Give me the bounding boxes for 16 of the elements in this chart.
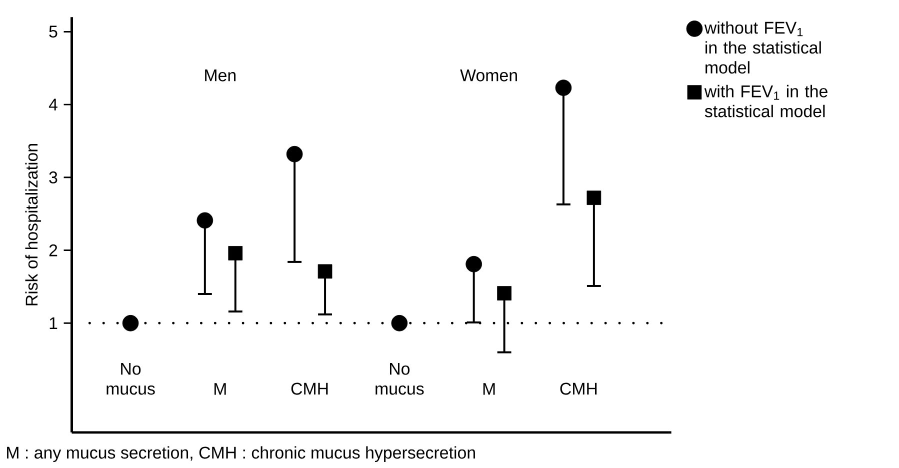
y-tick-label: 4 xyxy=(48,98,58,111)
x-tick-label: M xyxy=(214,383,226,395)
text: M : any mucus secretion, CMH : chronic mucus hypersecretion xyxy=(7,446,475,462)
y-tick-label: 2 xyxy=(49,244,58,256)
y-tick-label: 5 xyxy=(49,26,58,38)
y-tick-label: 1 xyxy=(50,317,58,330)
legend-label: with FEV$_{1}$ in the statistical model xyxy=(704,85,828,118)
annotation: Men xyxy=(205,70,236,82)
y-axis-title: Risk of hospitalization xyxy=(25,144,42,306)
x-tick-label: CMH xyxy=(291,382,328,395)
y-tick-label: 3 xyxy=(49,172,58,184)
x-tick-label: M xyxy=(483,383,495,395)
x-tick-label: No mucus xyxy=(106,363,155,395)
x-tick-label: CMH xyxy=(560,382,597,395)
x-tick-label: No mucus xyxy=(376,363,424,395)
annotation: Women xyxy=(460,70,517,82)
